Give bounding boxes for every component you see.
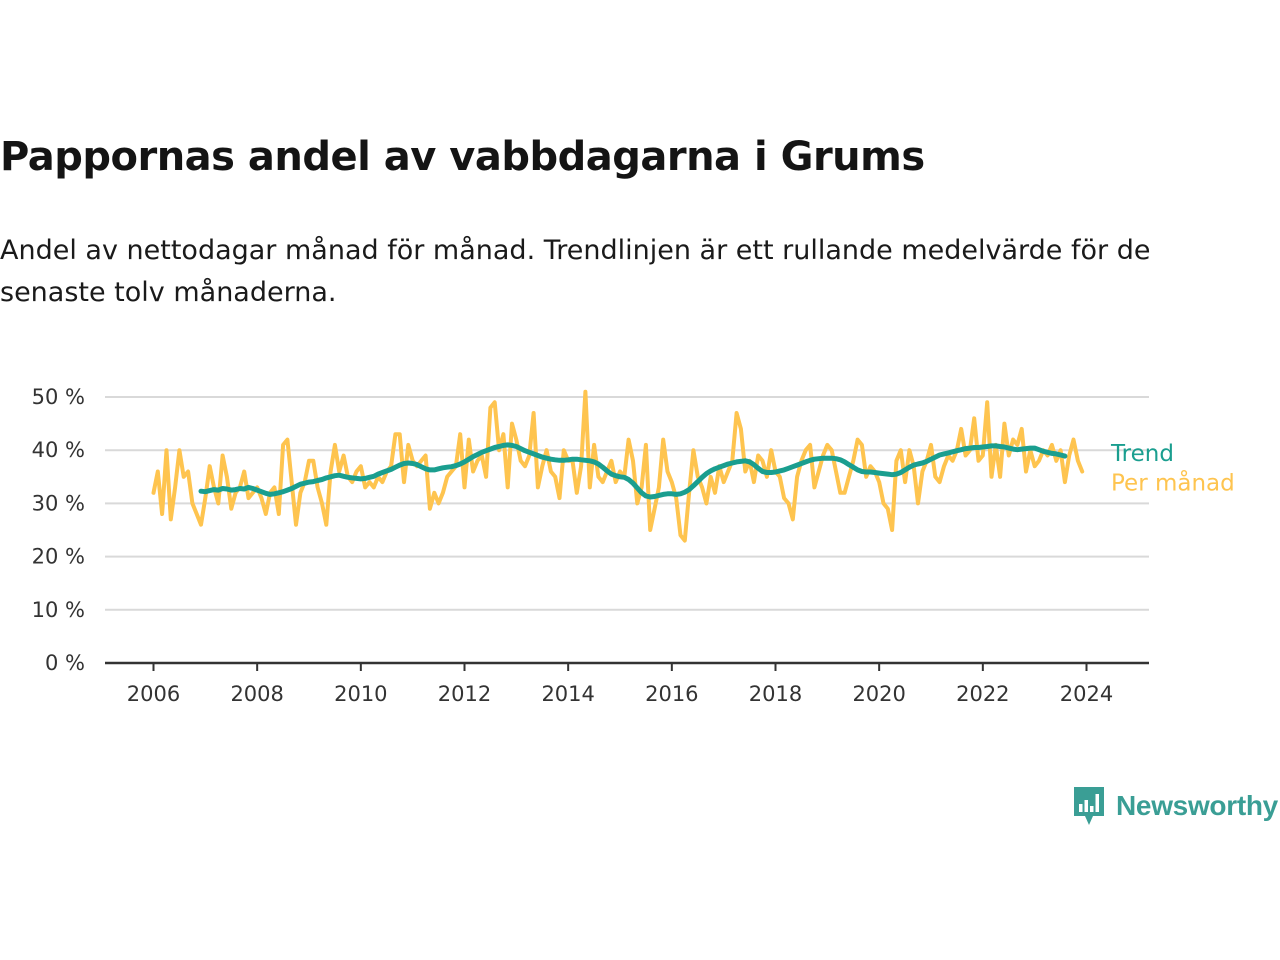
x-tick-label: 2022 [956,682,1009,706]
series-label-trend: Trend [1110,441,1174,467]
x-tick-label: 2016 [645,682,698,706]
x-tick-label: 2008 [230,682,283,706]
y-tick-label: 40 % [32,438,85,462]
series-label-per-manad: Per månad [1111,468,1235,496]
line-chart: 2006 2008 2010 2012 2014 2016 2018 2020 2022 2024… [32,385,1235,706]
x-tick-label: 2006 [127,682,180,706]
x-axis: 2006 2008 2010 2012 2014 2016 2018 2020 2022 2024 [105,661,1149,706]
x-tick-label: 2014 [541,682,594,706]
chart-subtitle: Andel av nettodagar månad för månad. Tre… [0,235,1151,308]
x-tick-label: 2012 [438,682,491,706]
x-tick-label: 2020 [852,682,905,706]
brand-name: Newsworthy [1116,790,1278,821]
newsworthy-logo: Newsworthy [1072,784,1278,828]
newsworthy-logo-icon [1074,787,1104,825]
y-tick-label: 0 % [45,651,85,675]
y-axis-labels: 0 % 10 % 20 % 30 % 40 % 50 % [32,385,85,675]
series-line-per-manad [151,389,1085,543]
x-tick-label: 2024 [1060,682,1113,706]
series-line-trend [198,442,1068,500]
chart-title: Pappornas andel av vabbdagarna i Grums [0,134,925,180]
series-lines [151,389,1085,543]
y-tick-label: 50 % [32,385,85,409]
y-tick-label: 30 % [32,491,85,515]
x-tick-label: 2010 [334,682,387,706]
y-tick-label: 10 % [32,598,85,622]
x-tick-label: 2018 [749,682,802,706]
y-tick-label: 20 % [32,545,85,569]
